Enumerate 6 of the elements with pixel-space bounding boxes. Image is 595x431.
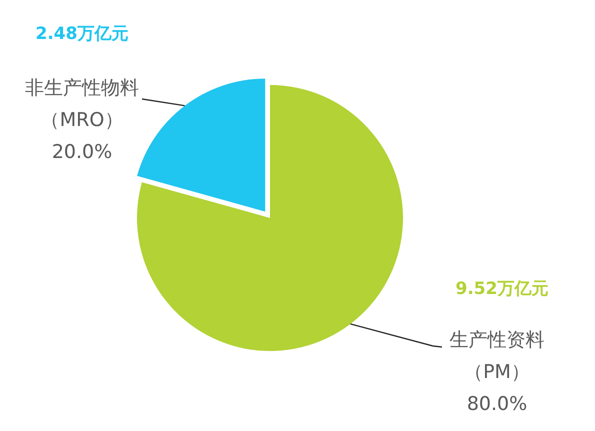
text: 20.0% [52,141,112,163]
slice-label: 非生产性物料（MRO） [25,77,139,131]
text: 80.0% [466,393,528,415]
slice-label: 生产性资料（PM） [450,329,544,383]
data-label: 2.48万亿元 [36,24,128,44]
data-label: 9.52万亿元 [456,279,548,299]
